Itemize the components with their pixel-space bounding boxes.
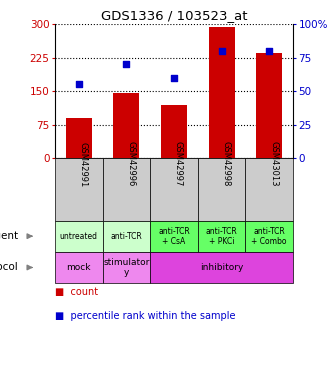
Bar bbox=[55, 252, 103, 283]
Bar bbox=[103, 252, 150, 283]
Text: inhibitory: inhibitory bbox=[200, 263, 243, 272]
Bar bbox=[208, 27, 235, 158]
Text: agent: agent bbox=[0, 231, 18, 241]
Bar bbox=[150, 158, 198, 220]
Bar bbox=[245, 158, 293, 220]
Text: GSM42996: GSM42996 bbox=[127, 141, 136, 187]
Bar bbox=[198, 158, 245, 220]
Bar bbox=[55, 220, 103, 252]
Title: GDS1336 / 103523_at: GDS1336 / 103523_at bbox=[101, 9, 247, 22]
Text: GSM42991: GSM42991 bbox=[79, 141, 88, 187]
Bar bbox=[150, 252, 293, 283]
Bar bbox=[66, 118, 92, 158]
Text: anti-TCR: anti-TCR bbox=[111, 232, 142, 241]
Text: GSM43013: GSM43013 bbox=[269, 141, 278, 187]
Text: GSM42998: GSM42998 bbox=[222, 141, 231, 187]
Text: untreated: untreated bbox=[60, 232, 98, 241]
Bar bbox=[245, 220, 293, 252]
Bar bbox=[198, 220, 245, 252]
Bar bbox=[103, 158, 150, 220]
Text: mock: mock bbox=[67, 263, 91, 272]
Bar bbox=[161, 105, 187, 158]
Point bbox=[219, 48, 224, 54]
Point bbox=[171, 75, 176, 81]
Point bbox=[266, 48, 272, 54]
Bar bbox=[150, 220, 198, 252]
Bar bbox=[103, 220, 150, 252]
Bar bbox=[55, 158, 103, 220]
Text: ■  percentile rank within the sample: ■ percentile rank within the sample bbox=[55, 311, 235, 321]
Text: anti-TCR
+ PKCi: anti-TCR + PKCi bbox=[206, 227, 237, 246]
Text: ■  count: ■ count bbox=[55, 287, 98, 297]
Bar bbox=[256, 53, 282, 158]
Text: protocol: protocol bbox=[0, 262, 18, 273]
Bar bbox=[113, 93, 140, 158]
Text: GSM42997: GSM42997 bbox=[174, 141, 183, 187]
Point bbox=[76, 81, 82, 87]
Point bbox=[124, 62, 129, 68]
Text: anti-TCR
+ Combo: anti-TCR + Combo bbox=[251, 227, 287, 246]
Text: anti-TCR
+ CsA: anti-TCR + CsA bbox=[158, 227, 190, 246]
Text: stimulator
y: stimulator y bbox=[103, 258, 150, 277]
